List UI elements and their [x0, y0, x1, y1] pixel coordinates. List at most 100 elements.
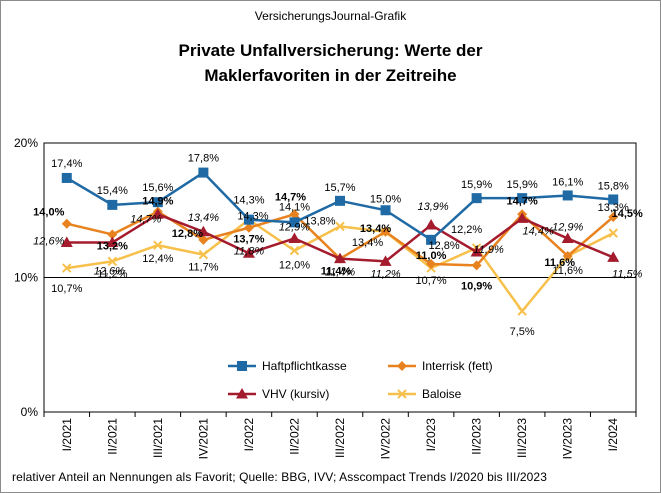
data-label: 11,9%: [473, 244, 504, 256]
data-point: [562, 190, 573, 201]
data-point: [379, 255, 392, 266]
x-tick-label: IV/2021: [196, 418, 210, 460]
data-point: [289, 245, 300, 256]
data-label: 15,4%: [97, 185, 128, 197]
source-note: relativer Anteil an Nennungen als Favori…: [12, 470, 547, 484]
data-label: 11,7%: [188, 262, 219, 274]
data-point: [334, 252, 346, 264]
data-point: [153, 240, 163, 250]
data-label: 14,9%: [142, 196, 173, 208]
data-label: 15,0%: [370, 193, 401, 205]
data-point: [517, 306, 527, 316]
data-point: [243, 222, 254, 233]
data-label: 13,4%: [360, 223, 391, 235]
x-tick-label: III/2023: [515, 418, 529, 458]
data-label: 15,9%: [461, 179, 492, 191]
data-label: 15,8%: [598, 180, 629, 192]
data-label: 12,2%: [451, 224, 482, 236]
x-tick-label: II/2022: [287, 418, 301, 455]
data-label: 13,3%: [598, 202, 629, 214]
x-tick-label: I/2024: [606, 418, 620, 452]
data-label: 12,6%: [33, 236, 64, 248]
data-label: 17,4%: [51, 158, 82, 170]
legend-label: Baloise: [422, 387, 462, 401]
data-point: [197, 225, 210, 237]
data-point: [380, 205, 391, 216]
data-point: [60, 236, 73, 248]
data-label: 11,2%: [97, 268, 128, 280]
x-tick-label: IV/2022: [379, 418, 393, 460]
data-label: 14,3%: [237, 211, 268, 223]
data-label: 12,8%: [428, 240, 459, 252]
data-label: 10,7%: [415, 275, 446, 287]
data-point: [62, 263, 72, 273]
data-point: [425, 219, 438, 230]
data-label: 14,7%: [130, 213, 161, 225]
data-label: 12,0%: [279, 260, 310, 272]
data-label: 12,9%: [552, 221, 583, 233]
data-point: [242, 247, 255, 258]
data-label: 16,1%: [552, 176, 583, 188]
x-tick-label: II/2021: [105, 418, 119, 455]
x-tick-label: IV/2023: [561, 418, 575, 460]
x-tick-label: III/2021: [151, 418, 165, 458]
chart-title-line2: Maklerfavoriten in der Zeitreihe: [204, 66, 457, 85]
data-label: 11,6%: [544, 257, 575, 269]
data-label: 14,4%: [523, 225, 554, 237]
y-tick-label: 20%: [14, 136, 38, 150]
data-point: [608, 211, 619, 222]
legend-marker: [237, 361, 247, 371]
data-point: [426, 234, 437, 245]
data-label: 7,5%: [510, 326, 535, 338]
data-label: 14,5%: [612, 208, 643, 220]
data-point: [562, 250, 573, 261]
data-point: [471, 193, 482, 204]
data-label: 15,9%: [507, 179, 538, 191]
data-point: [198, 234, 209, 245]
data-label: 15,6%: [142, 182, 173, 194]
data-point: [289, 209, 300, 220]
data-point: [106, 236, 119, 248]
data-label: 11,8%: [234, 245, 265, 257]
legend-marker: [236, 388, 248, 399]
legend-marker: [397, 361, 407, 371]
y-tick-label: 0%: [21, 405, 39, 419]
data-point: [380, 226, 391, 237]
data-point: [107, 229, 118, 240]
data-point: [335, 195, 345, 206]
x-tick-label: I/2023: [424, 418, 438, 452]
data-label: 11,6%: [553, 265, 584, 277]
data-point: [516, 212, 529, 223]
data-label: 11,4%: [321, 266, 352, 278]
x-tick-label: III/2022: [333, 418, 347, 458]
data-label: 14,7%: [507, 195, 538, 207]
data-point: [152, 197, 163, 208]
x-tick-label: I/2022: [242, 418, 256, 452]
data-point: [426, 259, 437, 270]
data-point: [151, 208, 164, 219]
data-label: 14,7%: [275, 191, 306, 203]
x-tick-label: I/2021: [60, 418, 74, 452]
data-point: [107, 199, 118, 210]
data-point: [288, 232, 301, 243]
brand-label: VersicherungsJournal-Grafik: [254, 9, 407, 23]
data-point: [607, 251, 620, 262]
legend-marker: [397, 389, 407, 399]
data-point: [243, 214, 254, 225]
data-label: 11,5%: [612, 268, 643, 280]
y-tick-label: 10%: [14, 271, 38, 285]
data-label: 14,3%: [233, 195, 264, 207]
data-point: [608, 194, 619, 205]
data-label: 12,6%: [94, 266, 125, 278]
data-label: 13,4%: [188, 212, 219, 224]
data-point: [470, 245, 483, 257]
chart-title-line1: Private Unfallversicherung: Werte der: [178, 41, 483, 60]
data-point: [61, 172, 72, 183]
data-label: 13,7%: [233, 234, 264, 246]
data-point: [561, 232, 574, 243]
data-point: [608, 228, 618, 238]
data-point: [517, 193, 528, 204]
data-point: [289, 217, 300, 228]
data-label: 13,8%: [304, 215, 335, 227]
